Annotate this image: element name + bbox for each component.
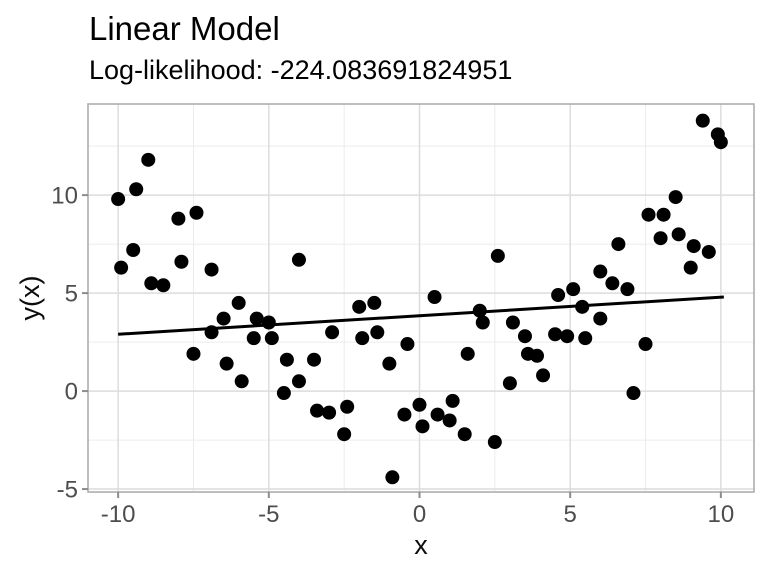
data-point xyxy=(638,337,653,352)
x-tick-label: 0 xyxy=(413,501,426,528)
data-point xyxy=(370,325,385,340)
data-point xyxy=(144,276,159,291)
data-point xyxy=(171,211,186,226)
data-point xyxy=(593,311,608,326)
data-point xyxy=(174,254,189,269)
data-point xyxy=(204,262,219,277)
data-point xyxy=(548,327,563,342)
data-point xyxy=(695,113,710,128)
data-point xyxy=(219,356,234,371)
data-point xyxy=(249,311,264,326)
data-point xyxy=(671,227,686,242)
data-point xyxy=(276,386,291,401)
data-point xyxy=(400,337,415,352)
data-point xyxy=(264,331,279,346)
data-point xyxy=(261,315,276,330)
data-point xyxy=(611,237,626,252)
y-axis-title: y(x) xyxy=(15,275,45,321)
data-point xyxy=(279,352,294,367)
data-point xyxy=(322,405,337,420)
data-point xyxy=(126,242,141,257)
data-point xyxy=(156,278,171,293)
data-point xyxy=(653,231,668,246)
data-point xyxy=(626,386,641,401)
data-point xyxy=(291,374,306,389)
data-point xyxy=(397,407,412,422)
chart-title: Linear Model xyxy=(89,10,280,47)
data-point xyxy=(551,288,566,303)
data-point xyxy=(186,346,201,361)
data-point xyxy=(427,290,442,305)
data-point xyxy=(701,244,716,259)
data-point xyxy=(382,356,397,371)
data-point xyxy=(246,331,261,346)
data-point xyxy=(430,407,445,422)
data-point xyxy=(340,399,355,414)
data-point xyxy=(620,282,635,297)
data-point xyxy=(129,182,144,197)
data-point xyxy=(713,135,728,150)
data-point xyxy=(114,260,129,275)
data-point xyxy=(668,190,683,205)
data-point xyxy=(460,346,475,361)
data-point xyxy=(641,207,656,222)
data-point xyxy=(415,419,430,434)
data-point xyxy=(234,374,249,389)
data-point xyxy=(517,329,532,344)
data-point xyxy=(530,348,545,363)
data-point xyxy=(578,331,593,346)
x-tick-label: -10 xyxy=(101,501,136,528)
data-point xyxy=(686,239,701,254)
data-point xyxy=(536,368,551,383)
x-tick-label: 10 xyxy=(707,501,734,528)
data-point xyxy=(487,435,502,450)
data-point xyxy=(566,282,581,297)
data-point xyxy=(231,295,246,310)
data-point xyxy=(593,264,608,279)
y-tick-label: 5 xyxy=(65,281,78,308)
data-point xyxy=(475,315,490,330)
y-tick-label: -5 xyxy=(57,477,78,504)
fit-line xyxy=(118,295,724,336)
data-point xyxy=(490,248,505,263)
x-axis-title: x xyxy=(414,530,428,560)
data-point xyxy=(502,376,517,391)
data-point xyxy=(189,205,204,220)
data-point xyxy=(141,152,156,167)
data-point xyxy=(605,276,620,291)
panel-border xyxy=(87,103,755,493)
data-point xyxy=(683,260,698,275)
data-point xyxy=(385,470,400,485)
data-point xyxy=(352,299,367,314)
data-point xyxy=(291,252,306,267)
data-point xyxy=(505,315,520,330)
data-point xyxy=(367,295,382,310)
data-point xyxy=(337,427,352,442)
data-point xyxy=(442,413,457,428)
data-point xyxy=(560,329,575,344)
chart-subtitle: Log-likelihood: -224.083691824951 xyxy=(89,55,513,85)
data-point xyxy=(355,331,370,346)
data-point xyxy=(307,352,322,367)
y-tick-label: 10 xyxy=(51,183,78,210)
data-point xyxy=(445,393,460,408)
data-point xyxy=(412,397,427,412)
data-point xyxy=(457,427,472,442)
data-point xyxy=(216,311,231,326)
x-tick-label: 5 xyxy=(563,501,576,528)
data-point xyxy=(310,403,325,418)
y-tick-label: 0 xyxy=(65,379,78,406)
panel-background xyxy=(88,104,754,492)
data-point xyxy=(111,192,126,207)
x-tick-label: -5 xyxy=(258,501,279,528)
data-point xyxy=(325,325,340,340)
data-point xyxy=(656,207,671,222)
